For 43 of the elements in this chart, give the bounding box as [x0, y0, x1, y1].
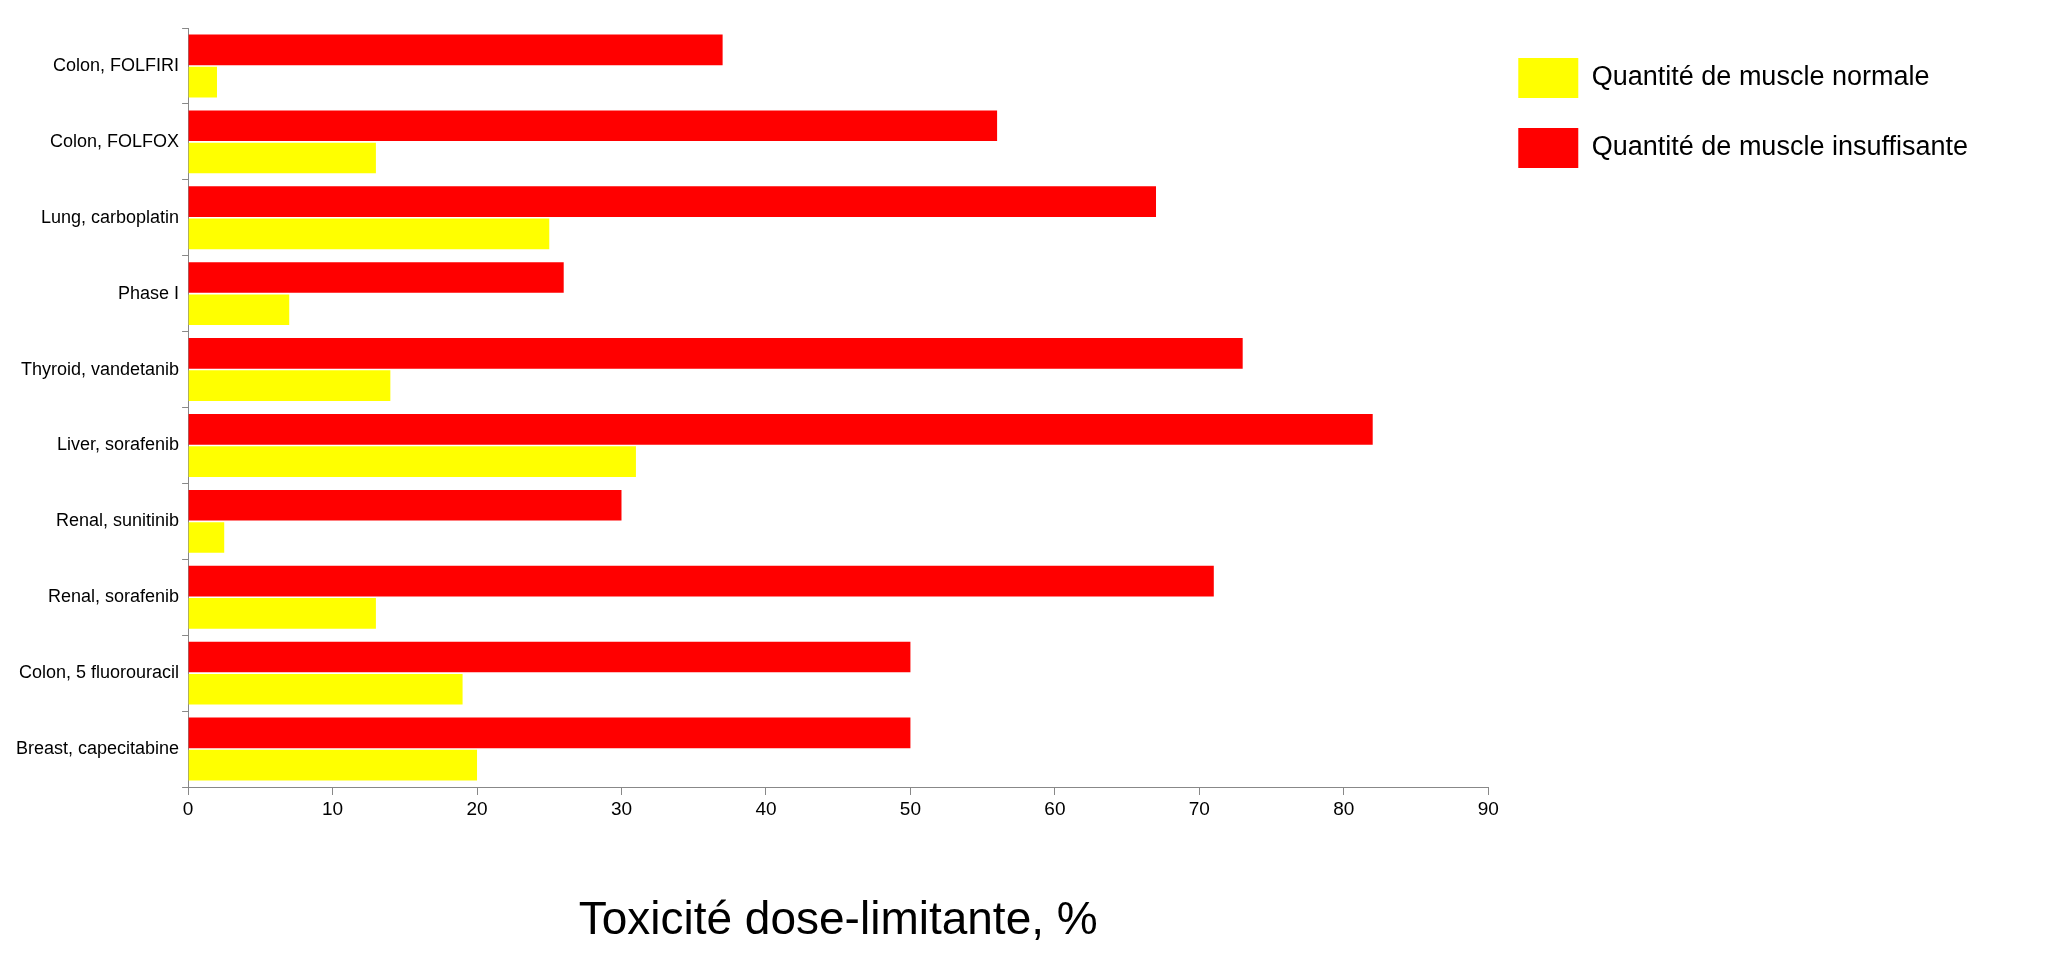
- y-tick-label: Lung, carboplatin: [40, 206, 180, 227]
- y-tick-label: Breast, capecitabine: [15, 738, 180, 759]
- x-tick-label: 40: [755, 797, 777, 819]
- bar: [188, 294, 290, 326]
- bar: [188, 218, 550, 250]
- bar: [188, 522, 225, 553]
- y-tick-label: Liver, sorafenib: [57, 434, 180, 455]
- bar: [188, 414, 1373, 445]
- y-tick-label: Renal, sorafenib: [48, 586, 180, 607]
- x-tick-label: 90: [1477, 797, 1499, 819]
- x-tick-label: 0: [182, 797, 194, 819]
- bar: [188, 262, 564, 293]
- y-tick-label: Phase I: [118, 282, 180, 303]
- x-tick-label: 60: [1044, 797, 1066, 819]
- y-tick-label: Thyroid, vandetanib: [20, 358, 180, 379]
- bar: [188, 489, 622, 521]
- bar: [188, 749, 478, 781]
- x-tick-label: 20: [466, 797, 488, 819]
- bar: [188, 598, 376, 629]
- x-tick-label: 10: [321, 797, 344, 819]
- x-tick-label: 30: [610, 797, 633, 819]
- bar: [188, 717, 911, 749]
- legend-label: Quantité de muscle insuffisante: [1591, 131, 1969, 162]
- x-tick-label: 70: [1188, 797, 1210, 819]
- bar: [188, 110, 998, 142]
- y-tick-label: Colon, FOLFIRI: [53, 54, 180, 75]
- bar: [188, 338, 1243, 369]
- y-tick-label: Colon, FOLFOX: [50, 130, 180, 151]
- bar: [188, 673, 463, 705]
- bar: [188, 446, 636, 477]
- y-tick-label: Colon, 5 fluorouracil: [19, 662, 180, 683]
- x-tick-label: 50: [899, 797, 921, 819]
- bar: [188, 142, 376, 174]
- bar: [188, 66, 217, 98]
- bar: [188, 641, 911, 673]
- x-tick-label: 80: [1333, 797, 1355, 819]
- bar: [188, 370, 391, 401]
- x-axis-title: Toxicité dose-limitante, %: [578, 892, 1098, 945]
- y-tick-label: Renal, sunitinib: [56, 510, 180, 531]
- legend-label: Quantité de muscle normale: [1591, 61, 1930, 92]
- bar: [188, 186, 1157, 217]
- bar: [188, 34, 723, 66]
- bar: [188, 565, 1214, 597]
